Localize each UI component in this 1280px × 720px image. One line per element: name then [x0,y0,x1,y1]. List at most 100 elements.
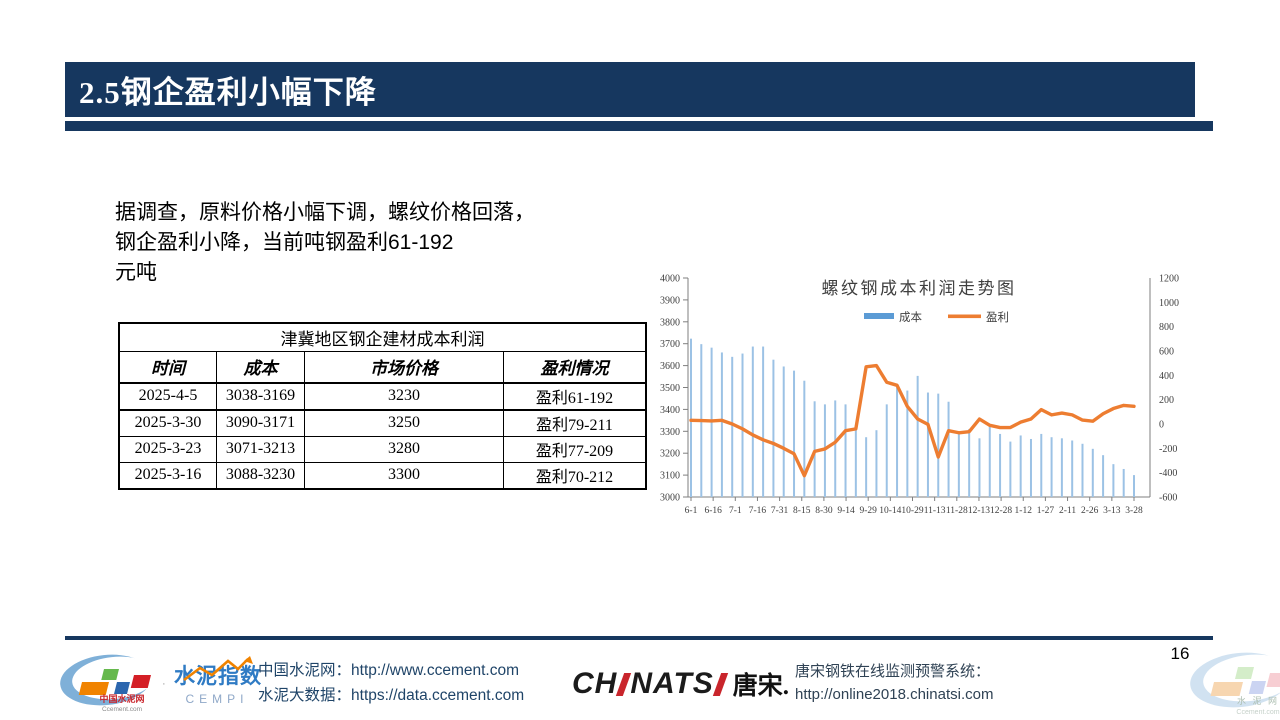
chinatsi-logo-cjk: 唐宋. [732,673,790,700]
chinatsi-url[interactable]: http://online2018.chinatsi.com [795,686,994,703]
svg-text:12-28: 12-28 [990,506,1012,516]
cell-cost: 3088-3230 [216,461,305,489]
slide-title-bar: 2.5钢企盈利小幅下降 [65,62,1195,117]
cell-profit: 盈利61-192 [503,382,647,411]
svg-text:3000: 3000 [660,493,680,504]
svg-text:8-30: 8-30 [815,506,833,516]
svg-text:2-26: 2-26 [1081,506,1099,516]
chinatsi-logo-text: NATS [630,667,714,700]
logo-separator-dot: · [162,678,166,690]
svg-text:9-14: 9-14 [837,506,855,516]
svg-text:1200: 1200 [1159,274,1179,285]
svg-text:3500: 3500 [660,383,680,394]
cempi-logo: 水泥指数 CEMPI [174,656,261,706]
cell-profit: 盈利79-211 [503,409,647,437]
cell-price: 3230 [304,382,504,411]
svg-text:-200: -200 [1159,444,1177,455]
svg-text:2-11: 2-11 [1059,506,1076,516]
cempi-logo-en: CEMPI [185,692,249,706]
svg-text:9-29: 9-29 [859,506,877,516]
ccement-url[interactable]: http://www.ccement.com [351,662,519,679]
cell-time: 2025-3-30 [118,409,217,437]
legend-profit: 盈利 [986,311,1009,324]
cell-profit: 盈利77-209 [503,435,647,463]
table-title: 津冀地区钢企建材成本利润 [118,322,647,352]
col-header-price: 市场价格 [304,350,504,384]
ccement-logo-cn: 中国水泥网 [99,693,144,704]
intro-line: 元吨 [115,261,157,284]
svg-text:1-27: 1-27 [1037,506,1055,516]
rebar-cost-profit-chart: 3000 3100 3200 3300 3400 3500 3600 3700 3800 3900… [652,268,1187,530]
col-header-cost: 成本 [216,350,305,384]
svg-text:1000: 1000 [1159,298,1179,309]
table-row: 2025-3-30 3090-3171 3250 盈利79-211 [118,409,647,437]
cempi-zigzag-icon [183,656,253,682]
svg-text:3700: 3700 [660,339,680,350]
intro-line: 据调查，原料价格小幅下调，螺纹价格回落， [115,201,535,224]
cost-profit-table: 津冀地区钢企建材成本利润 时间 成本 市场价格 盈利情况 2025-4-5 30… [118,322,647,490]
svg-text:6-16: 6-16 [704,506,722,516]
cell-profit: 盈利70-212 [503,461,647,489]
svg-text:600: 600 [1159,347,1174,358]
table-row: 2025-3-16 3088-3230 3300 盈利70-212 [118,461,647,489]
footer-links-ccement: 中国水泥网：http://www.ccement.com 水泥大数据：https… [258,658,524,708]
svg-text:7-1: 7-1 [729,506,742,516]
svg-text:10-14: 10-14 [879,506,901,516]
ccement-watermark-logo: 水 泥 网 Ccement.com [1190,652,1280,716]
ccement-data-url[interactable]: https://data.ccement.com [351,687,525,704]
svg-text:12-13: 12-13 [968,506,990,516]
cell-time: 2025-3-16 [118,461,217,489]
table-row: 2025-4-5 3038-3169 3230 盈利61-192 [118,382,647,411]
svg-text:Ccement.com: Ccement.com [1236,709,1279,716]
footer-links-chinatsi: 唐宋钢铁在线监测预警系统： http://online2018.chinatsi… [795,660,993,706]
svg-text:-400: -400 [1159,468,1177,479]
svg-text:3900: 3900 [660,295,680,306]
svg-text:7-31: 7-31 [771,506,789,516]
cell-cost: 3071-3213 [216,435,305,463]
svg-text:11-28: 11-28 [946,506,968,516]
ccement-logo: 中国水泥网 Ccement.com [60,654,156,713]
svg-text:800: 800 [1159,322,1174,333]
chinatsi-slash-icon [616,672,632,696]
cempi-logo-cn: 水泥指数 [174,656,261,690]
link-label: 水泥大数据： [258,687,352,704]
cell-cost: 3090-3171 [216,409,305,437]
table-header-row: 时间 成本 市场价格 盈利情况 [118,350,647,384]
svg-text:水 泥 网: 水 泥 网 [1237,695,1279,706]
cell-time: 2025-4-5 [118,382,217,411]
svg-text:200: 200 [1159,395,1174,406]
chart-title: 螺纹钢成本利润走势图 [822,279,1017,298]
svg-text:3800: 3800 [660,317,680,328]
svg-text:0: 0 [1159,420,1164,431]
ccement-logo-en: Ccement.com [102,706,142,713]
svg-text:3400: 3400 [660,405,680,416]
col-header-profit: 盈利情况 [503,350,647,384]
table-row: 2025-3-23 3071-3213 3280 盈利77-209 [118,435,647,463]
svg-text:3300: 3300 [660,427,680,438]
svg-text:3200: 3200 [660,449,680,460]
chinatsi-logo: CH NATS 唐宋. [572,666,789,702]
chinatsi-slash-icon [712,672,728,696]
col-header-time: 时间 [118,350,217,384]
svg-text:6-1: 6-1 [685,506,698,516]
chinatsi-logo-text: CH [572,667,618,700]
svg-text:8-15: 8-15 [793,506,811,516]
svg-text:3-13: 3-13 [1103,506,1121,516]
svg-text:4000: 4000 [660,274,680,285]
cell-cost: 3038-3169 [216,382,305,411]
link-label: 中国水泥网： [258,662,352,679]
svg-text:11-13: 11-13 [924,506,946,516]
legend-cost: 成本 [899,310,922,324]
cell-price: 3300 [304,461,504,489]
table-title-row: 津冀地区钢企建材成本利润 [118,322,647,352]
cell-price: 3250 [304,409,504,437]
intro-paragraph: 据调查，原料价格小幅下调，螺纹价格回落， 钢企盈利小降，当前吨钢盈利61-192… [115,198,535,288]
chinatsi-system-label: 唐宋钢铁在线监测预警系统： [795,663,991,680]
chart-svg: 3000 3100 3200 3300 3400 3500 3600 3700 3800 3900… [660,274,1179,517]
svg-text:400: 400 [1159,371,1174,382]
svg-text:3600: 3600 [660,361,680,372]
svg-text:1-12: 1-12 [1015,506,1033,516]
title-underline-strip [65,121,1213,131]
svg-text:-600: -600 [1159,493,1177,504]
